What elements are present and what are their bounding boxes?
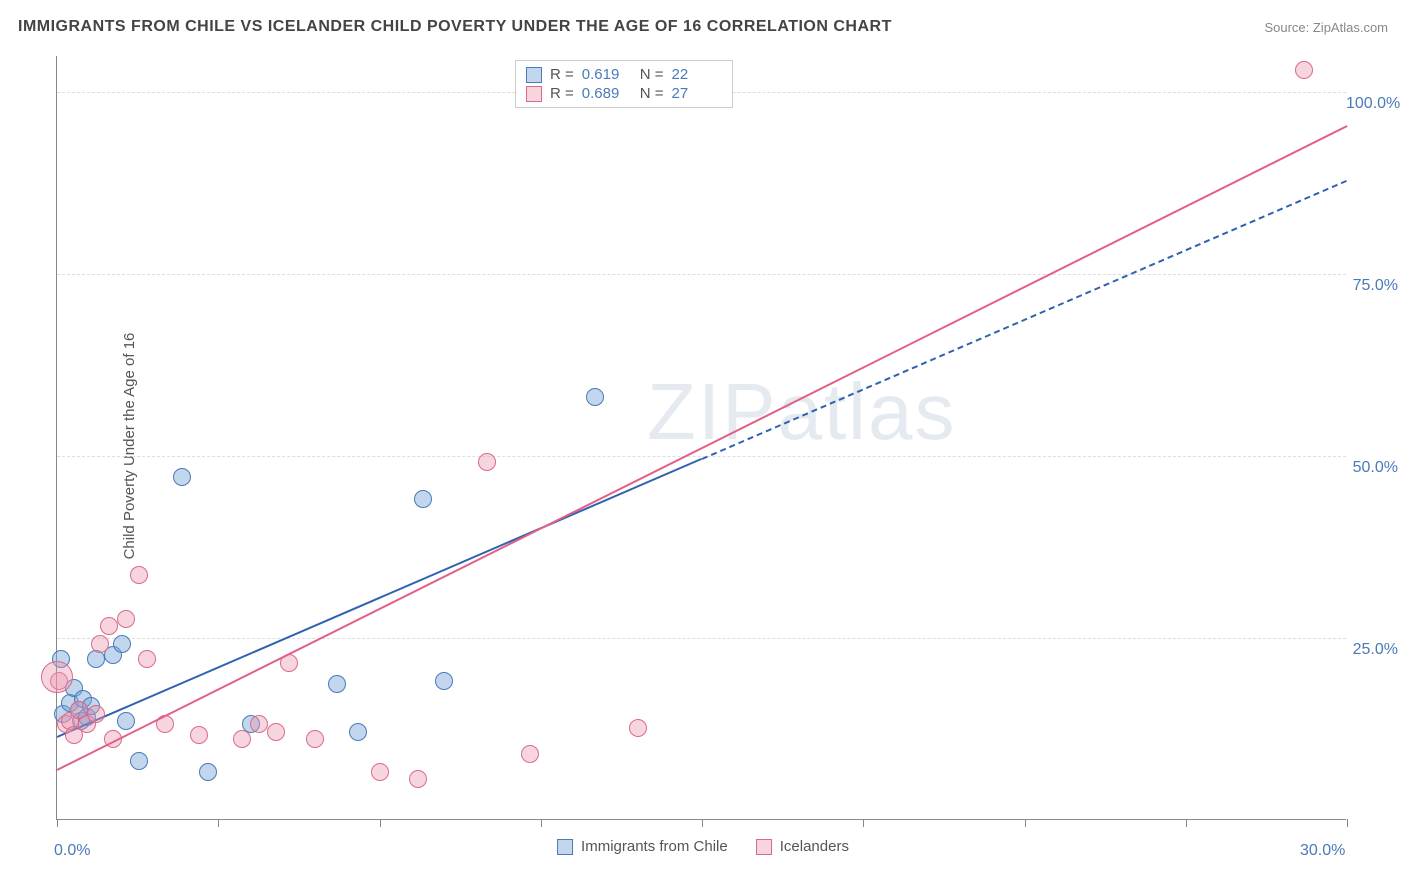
legend-n-label: N = bbox=[640, 85, 664, 102]
data-point-icelanders bbox=[250, 715, 268, 733]
y-tick-label: 50.0% bbox=[1346, 459, 1406, 477]
legend-n-value: 27 bbox=[672, 85, 722, 102]
legend-r-label: R = bbox=[550, 66, 574, 83]
watermark: ZIPatlas bbox=[647, 366, 956, 458]
x-tick bbox=[1025, 819, 1026, 827]
legend-r-label: R = bbox=[550, 85, 574, 102]
x-tick bbox=[541, 819, 542, 827]
y-tick-label: 75.0% bbox=[1346, 277, 1406, 295]
x-tick bbox=[863, 819, 864, 827]
data-point-icelanders bbox=[87, 705, 105, 723]
data-point-icelanders bbox=[190, 726, 208, 744]
data-point-chile bbox=[173, 468, 191, 486]
data-point-icelanders bbox=[521, 745, 539, 763]
data-point-chile bbox=[328, 675, 346, 693]
legend-item-chile: Immigrants from Chile bbox=[557, 838, 728, 855]
x-tick bbox=[702, 819, 703, 827]
data-point-icelanders bbox=[138, 650, 156, 668]
legend-label: Icelanders bbox=[780, 838, 849, 855]
legend-row-chile: R = 0.619 N = 22 bbox=[526, 65, 722, 84]
data-point-chile bbox=[435, 672, 453, 690]
x-tick bbox=[1186, 819, 1187, 827]
correlation-legend: R = 0.619 N = 22 R = 0.689 N = 27 bbox=[515, 60, 733, 108]
data-point-icelanders bbox=[629, 719, 647, 737]
data-point-icelanders bbox=[306, 730, 324, 748]
legend-n-value: 22 bbox=[672, 66, 722, 83]
legend-n-label: N = bbox=[640, 66, 664, 83]
legend-r-value: 0.619 bbox=[582, 66, 632, 83]
data-point-chile bbox=[349, 723, 367, 741]
data-point-icelanders bbox=[91, 635, 109, 653]
trend-line bbox=[57, 125, 1348, 771]
legend-bottom: Immigrants from Chile Icelanders bbox=[557, 838, 849, 855]
data-point-icelanders bbox=[267, 723, 285, 741]
data-point-icelanders bbox=[233, 730, 251, 748]
legend-swatch bbox=[526, 67, 542, 83]
x-tick bbox=[380, 819, 381, 827]
data-point-chile bbox=[586, 388, 604, 406]
chart-header: IMMIGRANTS FROM CHILE VS ICELANDER CHILD… bbox=[18, 18, 1388, 36]
legend-swatch bbox=[756, 839, 772, 855]
trend-line bbox=[57, 458, 703, 738]
data-point-icelanders bbox=[117, 610, 135, 628]
trend-dashed bbox=[702, 180, 1348, 460]
source-label: Source: ZipAtlas.com bbox=[1264, 20, 1388, 35]
y-tick-label: 25.0% bbox=[1346, 641, 1406, 659]
data-point-chile bbox=[117, 712, 135, 730]
x-tick bbox=[218, 819, 219, 827]
data-point-icelanders bbox=[371, 763, 389, 781]
data-point-chile bbox=[130, 752, 148, 770]
legend-label: Immigrants from Chile bbox=[581, 838, 728, 855]
x-tick bbox=[1347, 819, 1348, 827]
data-point-chile bbox=[113, 635, 131, 653]
x-tick bbox=[57, 819, 58, 827]
x-tick-label-left: 0.0% bbox=[54, 842, 90, 860]
legend-row-icelanders: R = 0.689 N = 27 bbox=[526, 84, 722, 103]
legend-swatch bbox=[526, 86, 542, 102]
data-point-icelanders bbox=[478, 453, 496, 471]
data-point-icelanders bbox=[100, 617, 118, 635]
plot-area: ZIPatlas bbox=[56, 56, 1346, 820]
data-point-icelanders bbox=[1295, 61, 1313, 79]
data-point-chile bbox=[414, 490, 432, 508]
data-point-icelanders bbox=[130, 566, 148, 584]
legend-swatch bbox=[557, 839, 573, 855]
data-point-icelanders bbox=[409, 770, 427, 788]
gridline bbox=[57, 638, 1346, 639]
gridline bbox=[57, 274, 1346, 275]
y-tick-label: 100.0% bbox=[1346, 95, 1406, 113]
data-point-chile bbox=[199, 763, 217, 781]
legend-r-value: 0.689 bbox=[582, 85, 632, 102]
x-tick-label-right: 30.0% bbox=[1300, 842, 1345, 860]
chart-title: IMMIGRANTS FROM CHILE VS ICELANDER CHILD… bbox=[18, 18, 892, 36]
legend-item-icelanders: Icelanders bbox=[756, 838, 849, 855]
data-point-icelanders-large bbox=[41, 661, 73, 693]
